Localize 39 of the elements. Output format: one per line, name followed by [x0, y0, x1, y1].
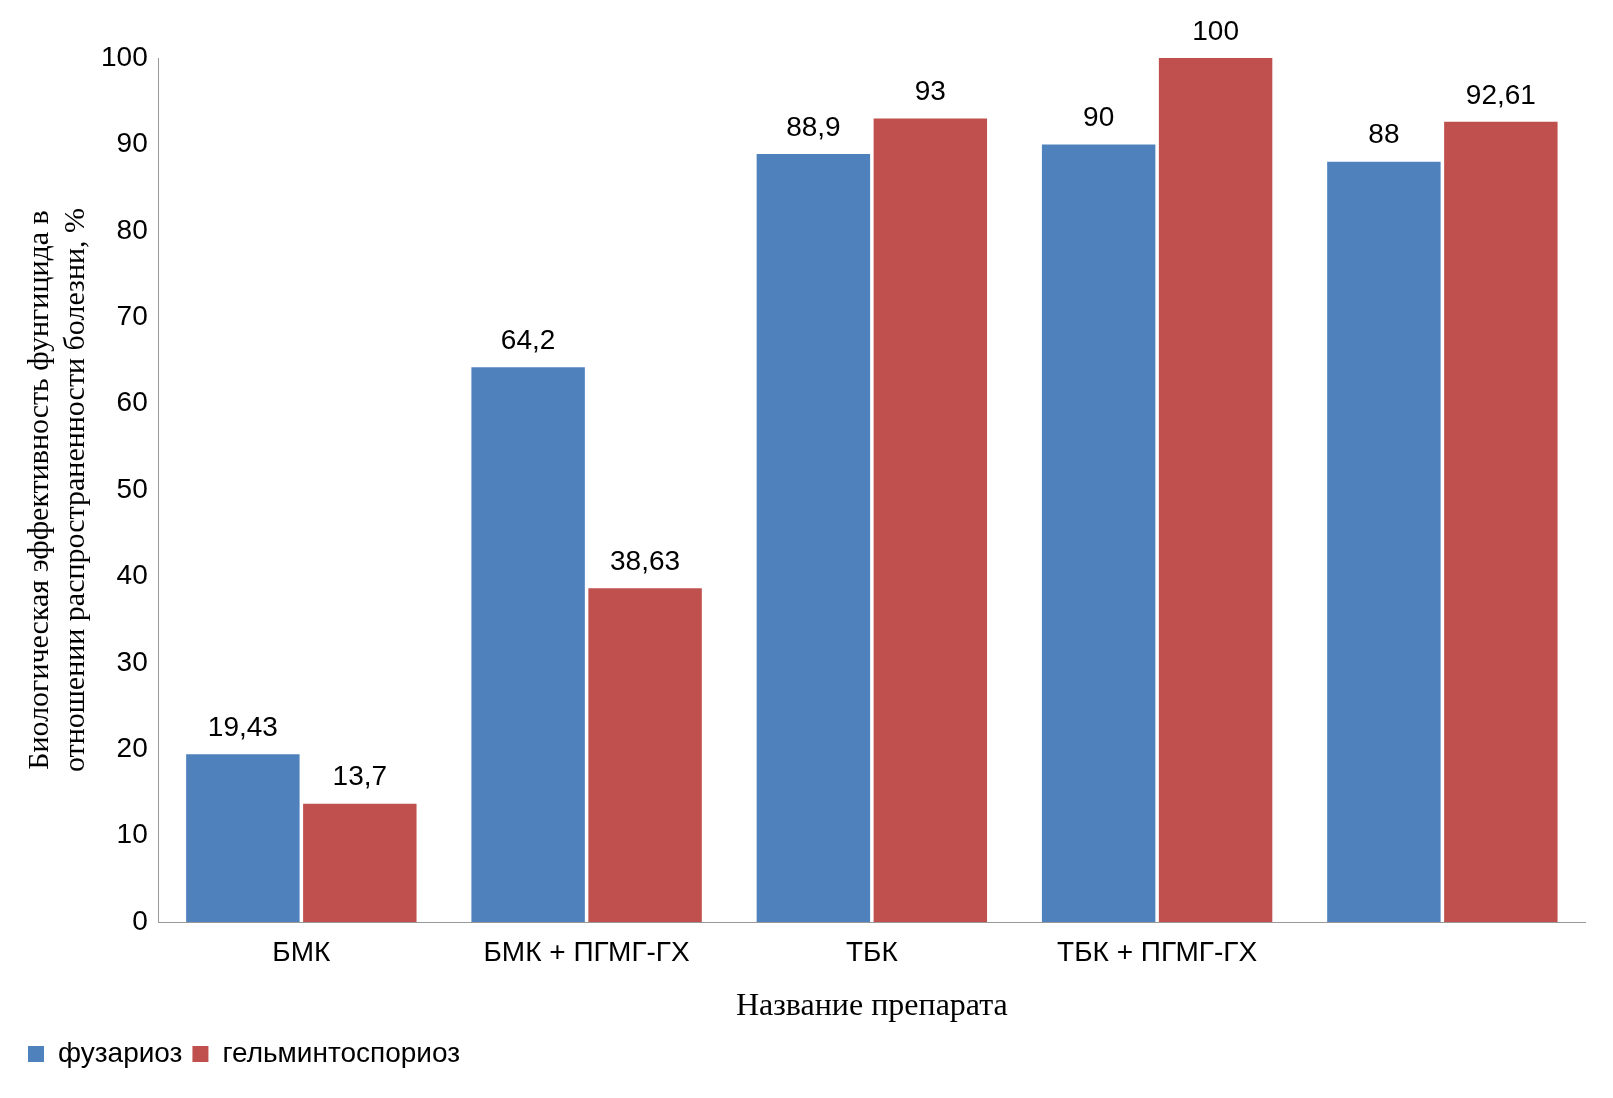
- y-tick-label: 100: [101, 40, 148, 72]
- y-tick-label: 20: [116, 731, 148, 763]
- data-label: 100: [1192, 14, 1239, 46]
- y-tick-label: 50: [116, 472, 148, 504]
- x-tick-label: БМК: [272, 935, 332, 967]
- x-tick-label: БМК + ПГМГ-ГХ: [483, 935, 691, 967]
- y-tick-label: 70: [116, 299, 148, 331]
- x-axis-title: Название препарата: [735, 986, 1008, 1023]
- legend-label: гельминтоспориоз: [222, 1036, 461, 1068]
- bar: [1327, 161, 1441, 922]
- y-tick-label: 10: [116, 818, 148, 850]
- data-label: 90: [1083, 101, 1115, 133]
- bar: [1041, 144, 1156, 922]
- x-tick-label: ТБК: [845, 935, 899, 967]
- bar: [186, 754, 300, 922]
- bar: [873, 118, 988, 922]
- data-label: 92,61: [1465, 78, 1536, 110]
- legend-label: фузариоз: [58, 1036, 183, 1068]
- y-tick-label: 0: [132, 904, 148, 936]
- data-label: 93: [914, 75, 946, 107]
- bar: [471, 367, 585, 922]
- bar: [588, 588, 702, 922]
- data-label: 13,7: [332, 760, 388, 792]
- y-tick-label: 90: [116, 127, 148, 159]
- y-tick-label: 80: [116, 213, 148, 245]
- y-tick-label: 30: [116, 645, 148, 677]
- y-tick-label: 40: [116, 559, 148, 591]
- data-label: 64,2: [500, 324, 556, 356]
- bar: [1444, 121, 1558, 922]
- bar: [1158, 58, 1273, 922]
- data-label: 88: [1368, 118, 1400, 150]
- y-axis-title: Биологическая эффективность фунгицида в отношении распространенности болезни, %: [20, 207, 90, 773]
- y-tick-label: 60: [116, 386, 148, 418]
- data-label: 19,43: [207, 710, 278, 742]
- data-label: 38,63: [610, 544, 681, 576]
- bar: [303, 803, 417, 922]
- bar: [756, 153, 871, 922]
- x-tick-label: ТБК + ПГМГ-ГХ: [1057, 935, 1258, 967]
- data-label: 88,9: [786, 110, 841, 142]
